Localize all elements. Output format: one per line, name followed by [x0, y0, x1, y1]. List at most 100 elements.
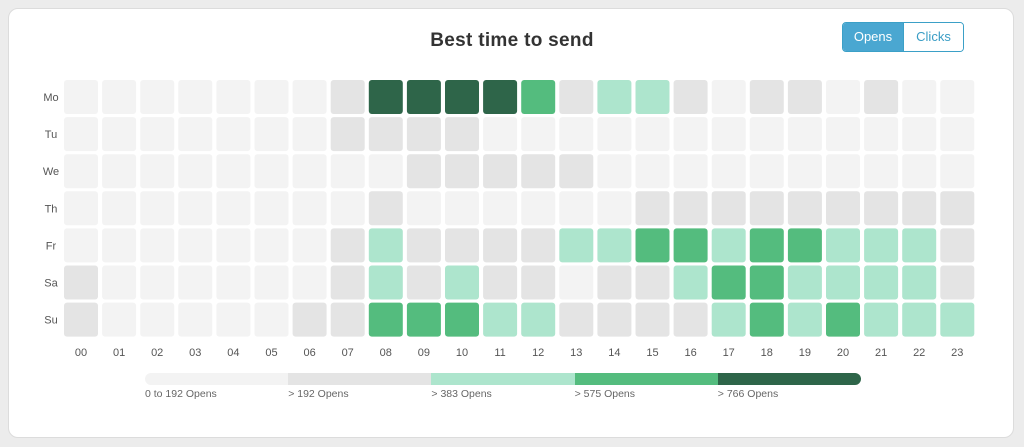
heatmap-cell-we-03[interactable] — [178, 154, 213, 189]
heatmap-cell-th-00[interactable] — [64, 191, 98, 226]
heatmap-cell-sa-06[interactable] — [292, 265, 327, 300]
heatmap-cell-sa-08[interactable] — [368, 265, 403, 300]
heatmap-cell-fr-18[interactable] — [749, 228, 784, 263]
heatmap-cell-sa-14[interactable] — [597, 265, 632, 300]
heatmap-cell-we-14[interactable] — [597, 154, 632, 189]
heatmap-cell-su-08[interactable] — [368, 302, 403, 337]
heatmap-cell-sa-23[interactable] — [940, 265, 975, 300]
heatmap-cell-we-07[interactable] — [330, 154, 365, 189]
heatmap-cell-we-19[interactable] — [787, 154, 822, 189]
heatmap-cell-fr-20[interactable] — [826, 228, 860, 263]
heatmap-cell-sa-01[interactable] — [102, 265, 137, 300]
heatmap-cell-sa-16[interactable] — [673, 265, 708, 300]
heatmap-cell-su-23[interactable] — [940, 302, 975, 337]
heatmap-cell-su-17[interactable] — [711, 302, 746, 337]
heatmap-cell-fr-09[interactable] — [406, 228, 441, 263]
heatmap-cell-fr-15[interactable] — [635, 228, 670, 263]
heatmap-cell-th-01[interactable] — [102, 191, 137, 226]
heatmap-cell-we-12[interactable] — [521, 154, 556, 189]
heatmap-cell-tu-16[interactable] — [673, 117, 708, 152]
heatmap-cell-sa-19[interactable] — [787, 265, 822, 300]
heatmap-cell-tu-12[interactable] — [521, 117, 556, 152]
heatmap-cell-sa-07[interactable] — [330, 265, 365, 300]
heatmap-cell-th-23[interactable] — [940, 191, 975, 226]
heatmap-cell-su-22[interactable] — [902, 302, 937, 337]
heatmap-cell-we-01[interactable] — [102, 154, 137, 189]
heatmap-cell-th-10[interactable] — [445, 191, 479, 226]
heatmap-cell-su-04[interactable] — [216, 302, 251, 337]
heatmap-cell-tu-05[interactable] — [254, 117, 289, 152]
heatmap-cell-fr-22[interactable] — [902, 228, 937, 263]
heatmap-cell-mo-02[interactable] — [140, 80, 175, 114]
heatmap-cell-mo-06[interactable] — [292, 80, 327, 114]
heatmap-cell-tu-14[interactable] — [597, 117, 632, 152]
heatmap-cell-fr-23[interactable] — [940, 228, 975, 263]
heatmap-cell-su-19[interactable] — [787, 302, 822, 337]
heatmap-cell-th-16[interactable] — [673, 191, 708, 226]
heatmap-cell-tu-09[interactable] — [406, 117, 441, 152]
heatmap-cell-sa-20[interactable] — [826, 265, 860, 300]
heatmap-cell-we-05[interactable] — [254, 154, 289, 189]
heatmap-cell-fr-06[interactable] — [292, 228, 327, 263]
heatmap-cell-tu-20[interactable] — [826, 117, 860, 152]
heatmap-cell-su-15[interactable] — [635, 302, 670, 337]
heatmap-cell-we-09[interactable] — [406, 154, 441, 189]
heatmap-cell-tu-06[interactable] — [292, 117, 327, 152]
heatmap-cell-tu-23[interactable] — [940, 117, 975, 152]
heatmap-cell-fr-14[interactable] — [597, 228, 632, 263]
heatmap-cell-th-20[interactable] — [826, 191, 860, 226]
heatmap-cell-tu-15[interactable] — [635, 117, 670, 152]
heatmap-cell-su-09[interactable] — [406, 302, 441, 337]
heatmap-cell-th-22[interactable] — [902, 191, 937, 226]
heatmap-cell-mo-07[interactable] — [330, 80, 365, 114]
heatmap-cell-mo-18[interactable] — [749, 80, 784, 114]
heatmap-cell-su-06[interactable] — [292, 302, 327, 337]
heatmap-cell-mo-00[interactable] — [64, 80, 98, 114]
heatmap-cell-su-20[interactable] — [826, 302, 860, 337]
heatmap-cell-su-14[interactable] — [597, 302, 632, 337]
heatmap-cell-th-02[interactable] — [140, 191, 175, 226]
heatmap-cell-mo-03[interactable] — [178, 80, 213, 114]
heatmap-cell-we-02[interactable] — [140, 154, 175, 189]
heatmap-cell-fr-07[interactable] — [330, 228, 365, 263]
heatmap-cell-mo-04[interactable] — [216, 80, 251, 114]
heatmap-cell-su-05[interactable] — [254, 302, 289, 337]
heatmap-cell-fr-00[interactable] — [64, 228, 98, 263]
heatmap-cell-tu-07[interactable] — [330, 117, 365, 152]
heatmap-cell-mo-16[interactable] — [673, 80, 708, 114]
heatmap-cell-sa-02[interactable] — [140, 265, 175, 300]
heatmap-cell-tu-21[interactable] — [864, 117, 899, 152]
heatmap-cell-tu-03[interactable] — [178, 117, 213, 152]
heatmap-cell-mo-10[interactable] — [445, 80, 479, 114]
heatmap-cell-th-08[interactable] — [368, 191, 403, 226]
heatmap-cell-fr-01[interactable] — [102, 228, 137, 263]
heatmap-cell-th-09[interactable] — [406, 191, 441, 226]
heatmap-cell-mo-08[interactable] — [368, 80, 403, 114]
heatmap-cell-mo-21[interactable] — [864, 80, 899, 114]
heatmap-cell-th-07[interactable] — [330, 191, 365, 226]
heatmap-cell-tu-10[interactable] — [445, 117, 479, 152]
heatmap-cell-fr-19[interactable] — [787, 228, 822, 263]
heatmap-cell-su-00[interactable] — [64, 302, 98, 337]
heatmap-cell-th-14[interactable] — [597, 191, 632, 226]
heatmap-cell-fr-03[interactable] — [178, 228, 213, 263]
heatmap-cell-sa-03[interactable] — [178, 265, 213, 300]
heatmap-cell-sa-12[interactable] — [521, 265, 556, 300]
heatmap-cell-su-13[interactable] — [559, 302, 594, 337]
heatmap-cell-sa-05[interactable] — [254, 265, 289, 300]
heatmap-cell-we-18[interactable] — [749, 154, 784, 189]
heatmap-cell-mo-22[interactable] — [902, 80, 937, 114]
heatmap-cell-mo-12[interactable] — [521, 80, 556, 114]
heatmap-cell-fr-04[interactable] — [216, 228, 251, 263]
heatmap-cell-sa-18[interactable] — [749, 265, 784, 300]
heatmap-cell-th-05[interactable] — [254, 191, 289, 226]
heatmap-cell-mo-23[interactable] — [940, 80, 975, 114]
heatmap-cell-sa-17[interactable] — [711, 265, 746, 300]
heatmap-cell-we-11[interactable] — [483, 154, 518, 189]
heatmap-cell-we-10[interactable] — [445, 154, 479, 189]
heatmap-cell-th-11[interactable] — [483, 191, 518, 226]
heatmap-cell-mo-09[interactable] — [406, 80, 441, 114]
heatmap-cell-we-21[interactable] — [864, 154, 899, 189]
heatmap-cell-fr-08[interactable] — [368, 228, 403, 263]
heatmap-cell-we-20[interactable] — [826, 154, 860, 189]
